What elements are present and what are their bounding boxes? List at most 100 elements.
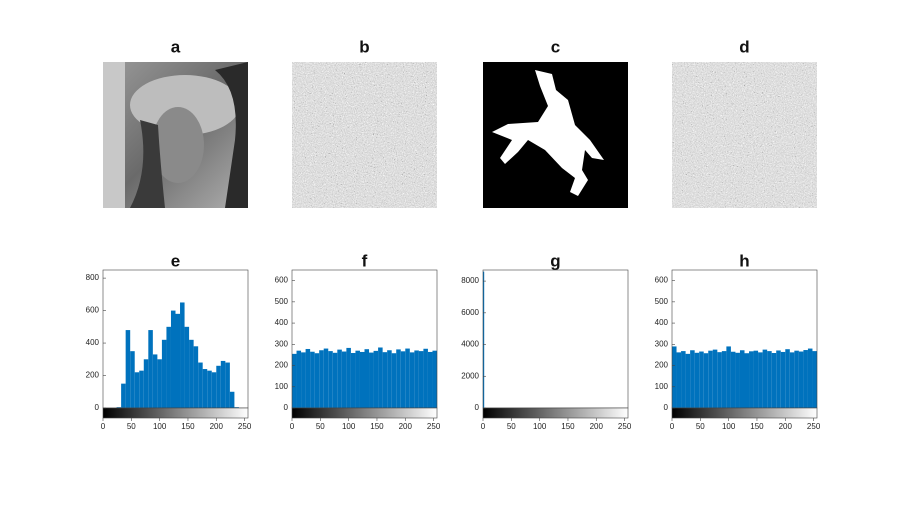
bar [350,353,356,408]
x-tick-label: 200 [399,422,413,431]
y-tick-label: 0 [475,403,480,412]
bar [753,350,759,408]
colorbar [102,407,249,419]
x-tick-label: 50 [507,422,516,431]
bar [382,352,388,408]
bar [694,352,700,408]
bar [672,346,677,408]
y-tick-label: 400 [275,318,289,327]
bar [685,353,691,408]
bar [143,359,149,408]
image-title: c [551,37,560,56]
bar [216,365,221,408]
bar [396,349,401,408]
bar [423,348,428,408]
bar [803,350,808,408]
bar [234,407,239,408]
x-tick-label: 250 [618,422,632,431]
bar [780,351,786,408]
y-tick-label: 800 [86,273,100,282]
x-tick-label: 250 [238,422,252,431]
bar [387,350,392,408]
bar [341,351,347,408]
y-tick-label: 8000 [461,276,479,285]
bar [730,351,736,408]
bar [202,369,208,408]
chart-title: f [362,251,368,270]
bar [483,271,485,408]
x-tick-label: 100 [342,422,356,431]
x-tick-label: 100 [153,422,167,431]
chart-title: g [550,251,560,270]
bar [699,351,704,408]
bar [378,347,383,408]
colorbar [291,407,438,419]
y-tick-label: 400 [86,338,100,347]
y-tick-label: 0 [664,403,669,412]
bar [369,352,374,408]
chart-title: h [739,251,749,270]
bar [703,353,709,408]
y-tick-label: 0 [95,403,100,412]
bar [121,383,126,408]
bar [157,359,162,408]
bar [432,350,437,408]
y-tick-label: 6000 [461,308,479,317]
plot-area [483,270,628,408]
bar [789,352,795,408]
bar [175,313,181,408]
bar [152,354,158,408]
bar [762,349,768,408]
bar [427,351,433,408]
bar [211,372,217,408]
x-tick-label: 150 [750,422,764,431]
y-tick-label: 4000 [461,340,479,349]
bar [391,353,397,408]
bar [794,350,799,408]
bar [717,352,722,408]
y-tick-label: 100 [655,382,669,391]
bar [323,348,329,408]
bar [170,310,176,408]
image-b [292,62,437,208]
bar [364,349,370,408]
bar [812,351,817,408]
bar [332,352,338,408]
x-tick-label: 50 [127,422,136,431]
bar [189,339,194,408]
bar [134,372,140,408]
image-c [483,62,628,208]
y-tick-label: 600 [86,306,100,315]
bar [409,352,415,408]
x-tick-label: 150 [370,422,384,431]
bar [319,350,324,408]
image-title: d [739,37,749,56]
x-tick-label: 250 [807,422,821,431]
colorbar [482,407,629,419]
y-tick-label: 0 [284,403,289,412]
bar [305,348,311,408]
x-tick-label: 0 [290,422,295,431]
image-title: b [359,37,369,56]
bar [116,407,122,408]
x-tick-label: 0 [101,422,106,431]
bar [807,348,813,408]
bar [767,351,772,408]
image-a [103,62,248,208]
y-tick-label: 2000 [461,371,479,380]
x-tick-label: 150 [181,422,195,431]
bar [400,351,406,408]
bar [726,346,731,408]
bar [735,352,740,408]
bar [139,370,144,408]
image-d [672,62,817,208]
x-tick-label: 200 [210,422,224,431]
bar [229,391,235,408]
bar [712,349,718,408]
bar [785,349,790,408]
bar [125,330,131,408]
bar [310,351,315,408]
x-tick-label: 0 [670,422,675,431]
bar [184,326,190,408]
